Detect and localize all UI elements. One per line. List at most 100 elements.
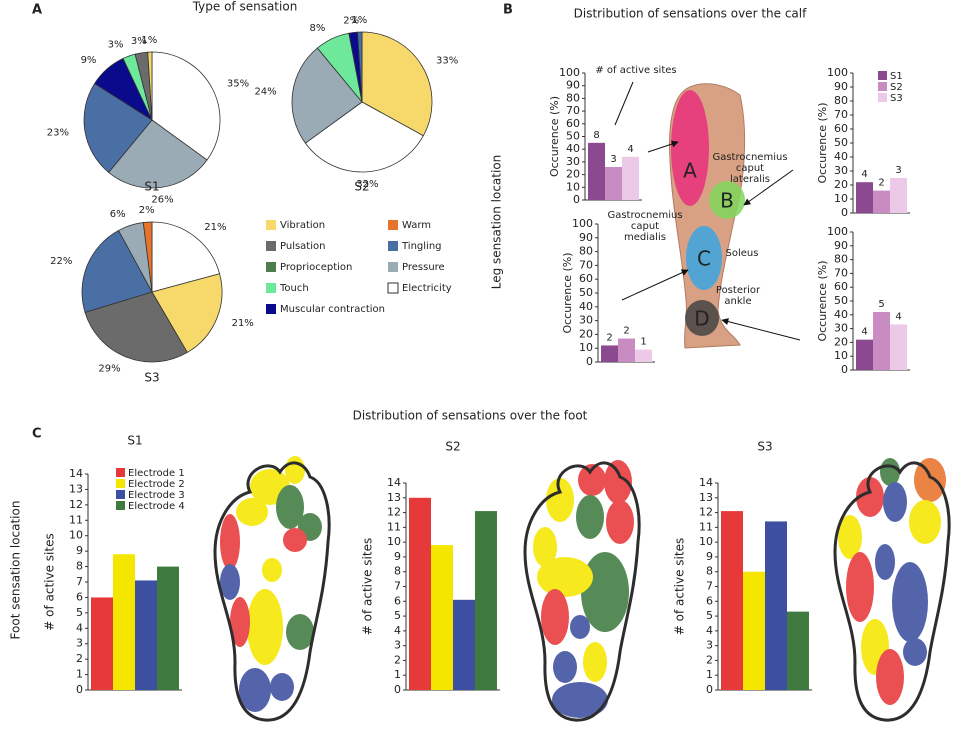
y-tick-label: 80 <box>579 245 593 258</box>
slice-label: 2% <box>343 16 359 27</box>
y-tick-label: 4 <box>706 624 713 637</box>
y-tick-label: 10 <box>387 535 401 548</box>
slice-label: 8% <box>310 23 326 34</box>
foot-diagram <box>523 460 641 722</box>
y-tick-label: 8 <box>394 565 401 578</box>
legend-label: Pressure <box>402 262 445 273</box>
legend-swatch <box>266 304 276 314</box>
y-tick-label: 13 <box>387 491 401 504</box>
bar <box>588 142 605 200</box>
y-tick-label: 13 <box>69 482 83 495</box>
count-label: 5 <box>878 299 884 310</box>
slice-label: 26% <box>151 194 173 205</box>
legend-swatch <box>116 490 125 499</box>
slice-label: 6% <box>110 209 126 220</box>
legend-swatch <box>116 479 125 488</box>
y-tick-label: 30 <box>834 164 848 177</box>
bar <box>605 166 622 200</box>
y-tick-label: 8 <box>706 565 713 578</box>
y-tick-label: 9 <box>76 544 83 557</box>
slice-label: 3% <box>108 40 124 51</box>
y-tick-label: 2 <box>394 653 401 666</box>
legend-swatch <box>388 241 398 251</box>
count-label: 4 <box>627 144 633 155</box>
y-tick-label: 0 <box>394 683 401 696</box>
y-tick-label: 50 <box>834 136 848 149</box>
y-tick-label: 60 <box>566 117 580 130</box>
y-tick-label: 12 <box>387 506 401 519</box>
legend-swatch <box>878 71 887 80</box>
bar <box>873 190 890 213</box>
y-tick-label: 80 <box>834 253 848 266</box>
bar <box>475 511 497 690</box>
legend-swatch <box>878 82 887 91</box>
count-label: 3 <box>895 165 901 176</box>
y-tick-label: 2 <box>76 652 83 665</box>
legend-label: Electrode 1 <box>128 468 185 479</box>
slice-label: 29% <box>98 363 120 374</box>
legend-swatch <box>266 220 276 230</box>
bar <box>743 571 765 690</box>
legend-label: Proprioception <box>280 262 352 273</box>
legend-label: Electrode 2 <box>128 479 185 490</box>
pie-slice <box>357 31 363 103</box>
muscle-label: Posterior <box>716 285 761 296</box>
region-label: D <box>694 307 709 331</box>
muscle-label: lateralis <box>730 174 770 185</box>
y-tick-label: 40 <box>579 300 593 313</box>
y-tick-label: 0 <box>706 683 713 696</box>
legend-label: Pulsation <box>280 241 325 252</box>
y-tick-label: 4 <box>394 624 401 637</box>
y-tick-label: 0 <box>841 206 848 219</box>
legend-swatch <box>116 501 125 510</box>
y-tick-label: 30 <box>579 314 593 327</box>
leg-axis-label: Leg sensation location <box>490 155 504 290</box>
y-tick-label: 0 <box>841 363 848 376</box>
legend-swatch <box>388 262 398 272</box>
legend-label: Vibration <box>280 220 325 231</box>
y-tick-label: 20 <box>579 327 593 340</box>
legend-label: Muscular contraction <box>280 304 385 315</box>
y-tick-label: 3 <box>706 639 713 652</box>
count-label: 4 <box>895 311 901 322</box>
calf-title: Distribution of sensations over the calf <box>574 7 807 21</box>
muscle-label: Soleus <box>726 248 759 259</box>
foot-title: Distribution of sensations over the foot <box>353 409 588 423</box>
pie-slice <box>147 51 153 121</box>
chart-title: S3 <box>757 440 772 454</box>
y-tick-label: 6 <box>706 594 713 607</box>
legend-swatch <box>388 220 398 230</box>
count-label: 3 <box>610 154 616 165</box>
pie-slice <box>83 83 153 173</box>
y-tick-label: 7 <box>394 580 401 593</box>
pie-slice <box>291 47 363 144</box>
legend-label: Electricity <box>402 283 452 294</box>
y-tick-label: 100 <box>559 66 580 79</box>
muscle-label: Gastrocnemius <box>607 210 682 221</box>
bar <box>765 521 787 690</box>
slice-label: 21% <box>204 222 226 233</box>
slice-label: 3% <box>131 36 147 47</box>
y-tick-label: 6 <box>394 594 401 607</box>
bar <box>453 599 475 690</box>
y-tick-label: 5 <box>706 609 713 622</box>
y-tick-label: 40 <box>834 150 848 163</box>
y-tick-label: 0 <box>586 355 593 368</box>
pie-slice <box>361 31 433 137</box>
y-tick-label: 30 <box>834 322 848 335</box>
legend-swatch <box>266 262 276 272</box>
y-tick-label: 3 <box>394 639 401 652</box>
y-tick-label: 1 <box>394 668 401 681</box>
y-tick-label: 50 <box>834 294 848 307</box>
y-tick-label: 14 <box>699 476 713 489</box>
y-tick-label: 2 <box>706 653 713 666</box>
slice-label: 32% <box>356 179 378 190</box>
bar <box>409 497 431 690</box>
pie-slice <box>81 229 153 313</box>
bar <box>721 511 743 690</box>
muscle-label: caput <box>736 163 764 174</box>
y-axis-label: Occurence (%) <box>816 260 829 341</box>
y-axis-label: Occurence (%) <box>561 252 574 333</box>
y-axis-label: # of active sites <box>43 533 57 630</box>
muscle-label: Gastrocnemius <box>712 152 787 163</box>
